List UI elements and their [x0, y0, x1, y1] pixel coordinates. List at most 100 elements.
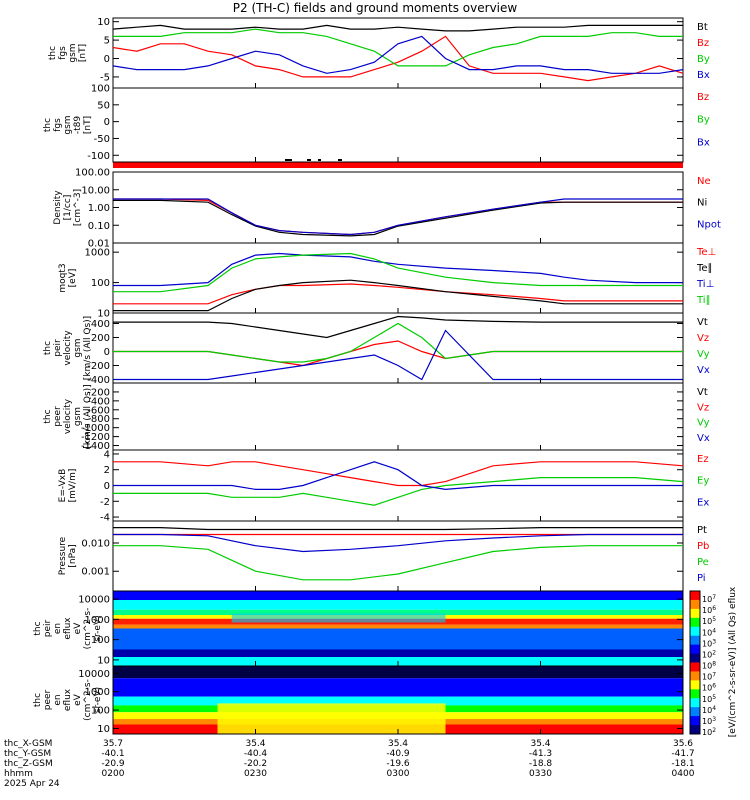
- legend-label: By: [697, 115, 710, 126]
- y-tick-label: 100: [91, 278, 110, 289]
- time-axis-value: -20.2: [244, 759, 267, 769]
- y-tick-label: -4: [100, 513, 110, 524]
- y-tick-label: 2: [104, 465, 110, 476]
- y-tick-label: 10000: [78, 669, 110, 680]
- y-axis-label: fgs: [53, 118, 63, 132]
- series-line-te⊥: [113, 283, 683, 305]
- y-axis-label: peer: [53, 406, 63, 427]
- colorbar-segment: [690, 662, 700, 672]
- y-axis-label: thc: [48, 46, 58, 60]
- legend-label: Vx: [697, 365, 710, 376]
- colorbar-label: [eV/(cm^2-s-sr-eV)] (All Qs) eflux: [728, 586, 738, 737]
- y-tick-label: -1400: [81, 441, 110, 452]
- panel-frame: [112, 382, 684, 451]
- time-axis-value: 35.7: [103, 739, 123, 749]
- y-tick-label: 10.00: [81, 185, 110, 196]
- y-tick-label: 1000: [85, 615, 110, 626]
- time-axis-date: 2025 Apr 24: [4, 779, 60, 789]
- y-tick-label: -800: [87, 414, 110, 425]
- y-tick-label: -1200: [81, 432, 110, 443]
- y-axis-label: en: [53, 694, 63, 705]
- series-line-vx: [113, 329, 683, 381]
- y-axis-label: [mV/m]: [68, 469, 78, 503]
- colorbar-segment: [690, 707, 700, 717]
- y-axis-label: eflux: [63, 617, 73, 640]
- y-tick-label: 1000: [85, 687, 110, 698]
- series-line-ex: [113, 461, 683, 491]
- legend-label: Pb: [697, 541, 709, 552]
- legend-label: Pi: [697, 573, 706, 584]
- spectrogram-band: [113, 666, 683, 679]
- legend-label: Ni: [697, 198, 707, 209]
- legend-label: Pe: [697, 557, 709, 568]
- y-tick-label: -400: [87, 375, 110, 386]
- series-line-bx: [112, 35, 684, 74]
- y-axis-label: [nT]: [83, 116, 93, 134]
- colorbar-segment: [690, 698, 700, 708]
- time-axis-row-label: thc_Z-GSM: [4, 759, 53, 769]
- y-tick-label: 0: [104, 481, 110, 492]
- y-tick-label: -600: [87, 405, 110, 416]
- y-axis-label: moqt3: [58, 263, 68, 292]
- y-axis-label: thc: [33, 693, 43, 707]
- y-tick-label: 100: [91, 706, 110, 717]
- time-axis-value: 35.6: [673, 739, 693, 749]
- y-axis-label: velocity: [63, 330, 73, 366]
- time-axis-value: 0330: [529, 769, 552, 779]
- y-tick-label: 5: [104, 36, 110, 47]
- y-axis-label: fgs: [58, 46, 68, 60]
- legend-label: Ne: [697, 176, 711, 187]
- time-axis-value: 0400: [672, 769, 695, 779]
- time-axis-row-label: hhmm: [4, 769, 33, 779]
- legend-label: By: [697, 54, 710, 65]
- series-line-vz: [113, 340, 683, 367]
- y-tick-label: 10000: [78, 595, 110, 606]
- mode-strip-mark: [318, 159, 321, 161]
- legend-label: Te⊥: [696, 247, 716, 258]
- legend-label: Npot: [697, 219, 721, 230]
- time-axis-value: 35.4: [245, 739, 265, 749]
- time-axis-value: -20.9: [101, 759, 125, 769]
- y-axis-label: Pressure: [58, 536, 68, 575]
- colorbar-tick-label: 106: [702, 683, 716, 693]
- y-axis-label: en: [53, 623, 63, 634]
- mode-strip-mark: [307, 159, 311, 161]
- y-tick-label: -2: [100, 497, 110, 508]
- series-line-bt: [112, 24, 683, 32]
- colorbar-segment: [690, 608, 700, 619]
- spectrogram-band: [113, 696, 683, 706]
- y-tick-label: 100.00: [75, 168, 110, 179]
- legend-label: Pt: [697, 525, 707, 536]
- legend-label: Bt: [697, 22, 708, 33]
- time-axis-row-label: thc_Y-GSM: [4, 749, 51, 759]
- y-axis-label: eflux: [63, 688, 73, 711]
- colorbar-segment: [690, 635, 700, 646]
- panel-frame: [112, 520, 684, 592]
- legend-label: Ey: [697, 476, 709, 487]
- time-axis-value: -18.8: [529, 759, 553, 769]
- time-axis-value: 0300: [387, 769, 410, 779]
- colorbar-tick-label: 102: [702, 649, 716, 659]
- legend-label: Bz: [697, 92, 709, 103]
- time-axis-value: 0200: [102, 769, 125, 779]
- spectrogram-plasmasheet: [217, 703, 446, 734]
- series-line-vt: [113, 315, 683, 339]
- y-axis-label: (cm^2-s-: [83, 608, 93, 650]
- colorbar-tick-label: 103: [702, 638, 716, 648]
- y-tick-label: 10: [97, 655, 110, 666]
- colorbar-segment: [690, 644, 700, 655]
- y-axis-label: [1/cc]: [63, 195, 73, 221]
- legend-label: Vy: [697, 349, 710, 360]
- colorbar-segment: [690, 653, 700, 663]
- spectrogram-lowflux: [231, 613, 446, 623]
- y-tick-label: -100: [87, 151, 110, 162]
- legend-label: Vt: [697, 387, 708, 398]
- colorbar-segment: [690, 591, 700, 601]
- y-axis-label: thc: [43, 341, 53, 355]
- legend-label: Ez: [697, 454, 709, 465]
- y-axis-label: (cm^2-s-: [83, 679, 93, 721]
- colorbar-segment: [690, 599, 700, 610]
- legend-label: Bz: [697, 38, 709, 49]
